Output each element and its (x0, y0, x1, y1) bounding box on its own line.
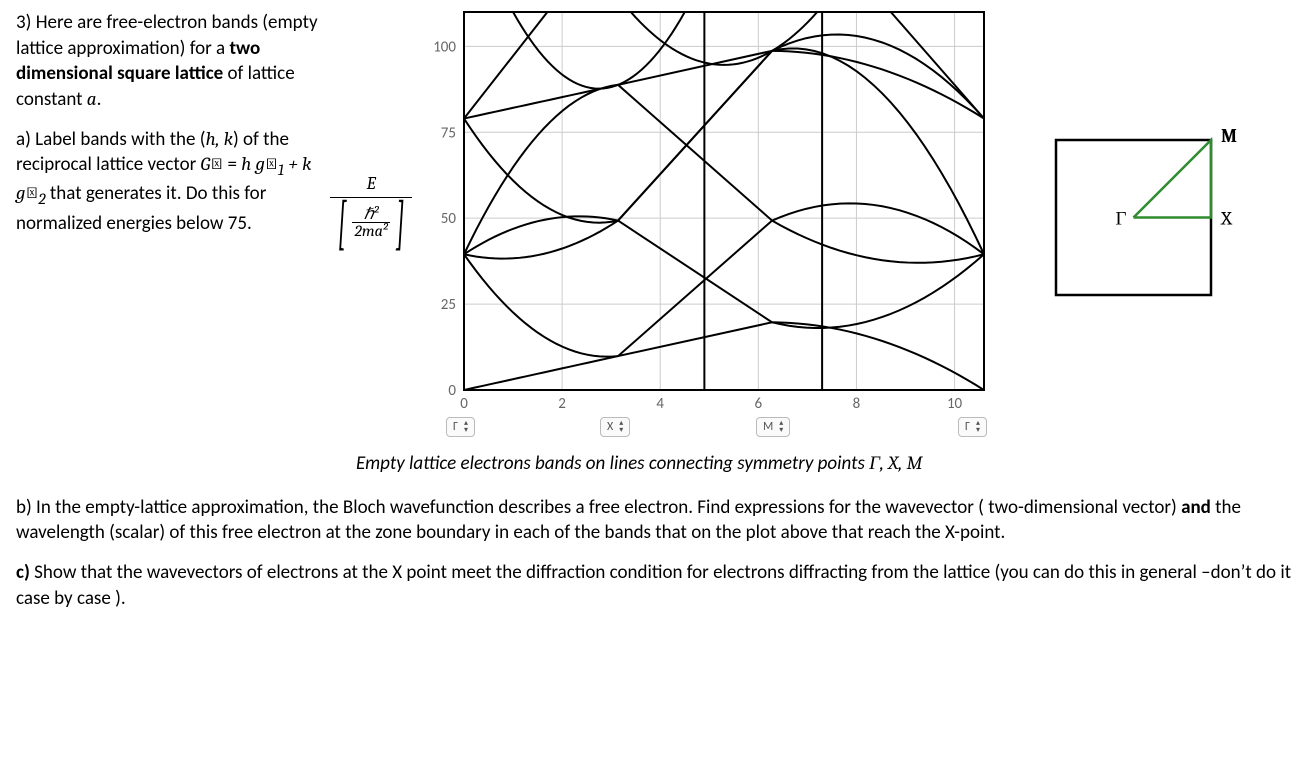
svg-text:6: 6 (755, 395, 763, 413)
symmetry-point-selector[interactable]: Γ▴▾ (958, 417, 987, 437)
svg-text:M: M (1221, 125, 1237, 147)
symmetry-point-selector[interactable]: M▴▾ (756, 417, 790, 437)
symmetry-point-selector[interactable]: Γ▴▾ (446, 417, 475, 437)
y-axis-label: E [ℏ²2ma²] (326, 10, 416, 410)
svg-text:0: 0 (448, 382, 456, 400)
svg-text:25: 25 (441, 296, 456, 314)
problem-intro: 3) Here are free-electron bands (empty l… (16, 10, 326, 113)
problem-number: 3) (16, 11, 31, 34)
ylabel-denom-top: ℏ² (352, 206, 389, 223)
svg-text:2: 2 (558, 395, 566, 413)
svg-text:Γ: Γ (1116, 208, 1127, 230)
ylabel-denom-bot: 2ma² (352, 223, 389, 239)
svg-text:4: 4 (656, 395, 664, 413)
svg-text:8: 8 (853, 395, 861, 413)
svg-text:X: X (1220, 208, 1233, 230)
part-a: a) Label bands with the (h, k) of the re… (16, 127, 326, 237)
svg-text:75: 75 (441, 124, 456, 142)
svg-text:10: 10 (947, 395, 963, 413)
figure-caption: Empty lattice electrons bands on lines c… (356, 451, 1297, 477)
part-c: c) Show that the wavevectors of electron… (16, 560, 1297, 611)
band-structure-plot: 02468100255075100 (416, 10, 986, 415)
svg-text:100: 100 (433, 38, 456, 56)
symmetry-point-selector[interactable]: X▴▾ (600, 417, 630, 437)
brillouin-zone-diagram: ΓXM (1056, 140, 1246, 295)
svg-text:50: 50 (441, 210, 457, 228)
svg-text:0: 0 (460, 395, 468, 413)
part-b: b) In the empty-lattice approximation, t… (16, 495, 1297, 546)
intro-text: Here are free-electron bands (empty latt… (16, 11, 318, 111)
